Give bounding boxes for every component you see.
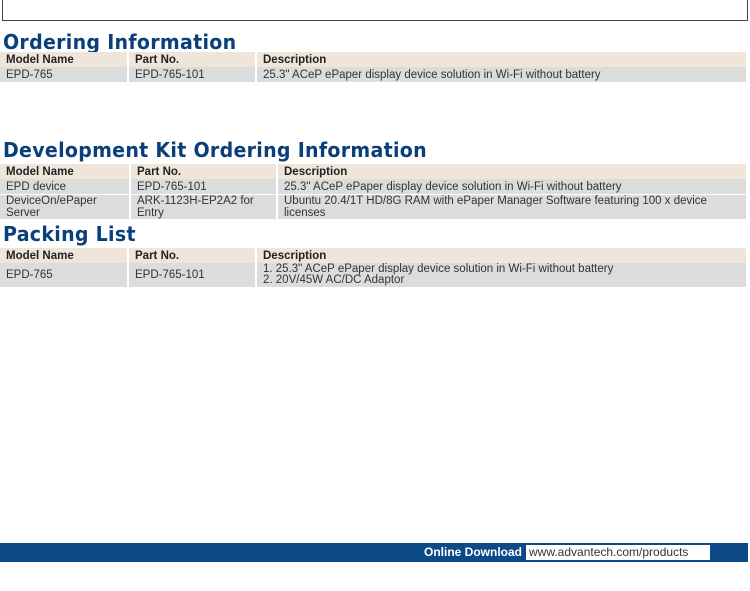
cell: 25.3" ACeP ePaper display device solutio… xyxy=(256,67,748,82)
col-desc: Description xyxy=(256,52,748,67)
col-model: Model Name xyxy=(0,164,131,179)
table-header: Model Name Part No. Description xyxy=(0,248,748,263)
devkit-table: Model Name Part No. Description EPD device… xyxy=(0,164,748,219)
table-row: EPD-765 EPD-765-101 25.3" ACeP ePaper disp… xyxy=(0,67,748,82)
top-frame xyxy=(2,0,748,21)
desc-line: 1. 25.3" ACeP ePaper display device solu… xyxy=(263,263,614,275)
col-desc: Description xyxy=(277,164,748,179)
footer-bar: Online Download www.advantech.com/produc… xyxy=(0,543,748,562)
cell: EPD-765 xyxy=(0,263,129,287)
desc-line: 2. 20V/45W AC/DC Adaptor xyxy=(263,274,405,286)
table-row: EPD-765 EPD-765-101 1. 25.3" ACeP ePaper d… xyxy=(0,263,748,287)
devkit-title: Development Kit Ordering Information xyxy=(3,138,427,162)
cell: EPD-765-101 xyxy=(128,67,257,82)
online-download-label: Online Download xyxy=(424,545,522,559)
cell: 1. 25.3" ACeP ePaper display device solu… xyxy=(256,263,748,287)
cell: EPD-765-101 xyxy=(130,179,278,195)
col-part: Part No. xyxy=(128,248,257,263)
col-desc: Description xyxy=(256,248,748,263)
table-row: EPD device EPD-765-101 25.3" ACeP ePaper d… xyxy=(0,179,748,195)
table-row: DeviceOn/ePaper Server ARK-1123H-EP2A2 fo… xyxy=(0,194,748,219)
col-model: Model Name xyxy=(0,248,129,263)
packing-table: Model Name Part No. Description EPD-765 EPD… xyxy=(0,248,748,287)
cell: EPD device xyxy=(0,179,131,195)
ordering-table: Model Name Part No. Description EPD-765 EPD… xyxy=(0,52,748,82)
packing-title: Packing List xyxy=(3,222,136,246)
cell: 25.3" ACeP ePaper display device solutio… xyxy=(277,179,748,195)
cell: EPD-765 xyxy=(0,67,129,82)
col-part: Part No. xyxy=(130,164,278,179)
table-header: Model Name Part No. Description xyxy=(0,52,748,67)
cell: Ubuntu 20.4/1T HD/8G RAM with ePaper Man… xyxy=(277,194,748,219)
col-model: Model Name xyxy=(0,52,129,67)
ordering-title: Ordering Information xyxy=(3,30,237,54)
table-header: Model Name Part No. Description xyxy=(0,164,748,179)
cell: ARK-1123H-EP2A2 for Entry xyxy=(130,194,278,219)
download-url-link[interactable]: www.advantech.com/products xyxy=(526,545,710,560)
col-part: Part No. xyxy=(128,52,257,67)
cell: EPD-765-101 xyxy=(128,263,257,287)
cell: DeviceOn/ePaper Server xyxy=(0,194,131,219)
